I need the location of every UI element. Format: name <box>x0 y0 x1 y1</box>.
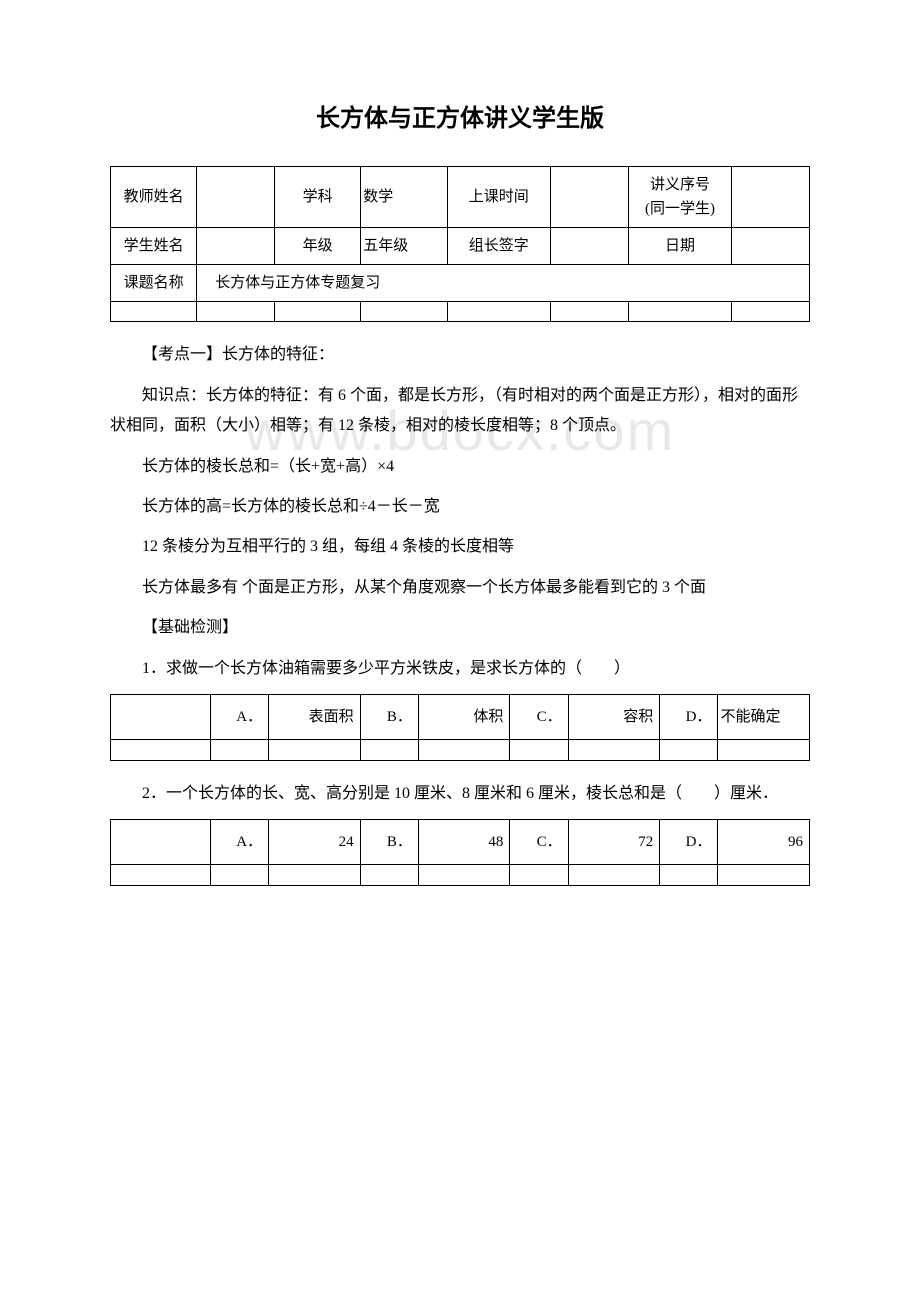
empty-cell <box>269 739 361 760</box>
empty-cell <box>551 302 629 322</box>
empty-cell <box>660 739 718 760</box>
formula-height: 长方体的高=长方体的棱长总和÷4－长－宽 <box>110 492 810 522</box>
option-c-label: C． <box>510 820 568 865</box>
table-row: 课题名称 长方体与正方体专题复习 <box>111 265 810 302</box>
handout-no-label: 讲义序号 (同一学生) <box>628 167 732 228</box>
option-d-value: 96 <box>718 820 810 865</box>
choice-table-2: A． 24 B． 48 C． 72 D． 96 <box>110 819 810 886</box>
empty-cell <box>361 302 447 322</box>
option-c-value: 72 <box>568 820 660 865</box>
option-d-label: D． <box>660 820 718 865</box>
empty-cell <box>274 302 360 322</box>
date-label: 日期 <box>628 228 732 265</box>
section-basic-check: 【基础检测】 <box>110 613 810 643</box>
empty-cell <box>360 739 418 760</box>
topic-name-value: 长方体与正方体专题复习 <box>197 265 810 302</box>
table-row: A． 24 B． 48 C． 72 D． 96 <box>111 820 810 865</box>
grade-value: 五年级 <box>361 228 447 265</box>
teacher-name-label: 教师姓名 <box>111 167 197 228</box>
option-a-label: A． <box>210 820 268 865</box>
table-row-empty <box>111 302 810 322</box>
empty-cell <box>628 302 732 322</box>
date-value <box>732 228 810 265</box>
empty-cell <box>360 865 418 886</box>
subject-label: 学科 <box>274 167 360 228</box>
grade-label: 年级 <box>274 228 360 265</box>
section-heading: 【考点一】长方体的特征： <box>110 340 810 370</box>
empty-cell <box>197 302 275 322</box>
page-title: 长方体与正方体讲义学生版 <box>110 100 810 138</box>
empty-cell <box>447 302 551 322</box>
table-row: A． 表面积 B． 体积 C． 容积 D． 不能确定 <box>111 694 810 739</box>
option-d-value: 不能确定 <box>718 694 810 739</box>
table-row-empty <box>111 739 810 760</box>
face-observation-note: 长方体最多有 个面是正方形，从某个角度观察一个长方体最多能看到它的 3 个面 <box>110 573 810 603</box>
student-name-value <box>197 228 275 265</box>
table-row: 学生姓名 年级 五年级 组长签字 日期 <box>111 228 810 265</box>
empty-cell <box>568 739 660 760</box>
empty-cell <box>418 739 510 760</box>
leader-sign-label: 组长签字 <box>447 228 551 265</box>
empty-cell <box>210 739 268 760</box>
handout-no-value <box>732 167 810 228</box>
empty-cell <box>111 739 211 760</box>
option-c-value: 容积 <box>568 694 660 739</box>
empty-cell <box>111 302 197 322</box>
option-b-label: B． <box>360 694 418 739</box>
leader-sign-value <box>551 228 629 265</box>
option-b-value: 48 <box>418 820 510 865</box>
lesson-info-table: 教师姓名 学科 数学 上课时间 讲义序号 (同一学生) 学生姓名 年级 五年级 … <box>110 166 810 322</box>
question-2: 2．一个长方体的长、宽、高分别是 10 厘米、8 厘米和 6 厘米，棱长总和是（… <box>110 779 810 809</box>
table-row: 教师姓名 学科 数学 上课时间 讲义序号 (同一学生) <box>111 167 810 228</box>
option-b-label: B． <box>360 820 418 865</box>
subject-value: 数学 <box>361 167 447 228</box>
option-a-value: 表面积 <box>269 694 361 739</box>
empty-cell <box>210 865 268 886</box>
teacher-name-value <box>197 167 275 228</box>
empty-cell <box>111 865 211 886</box>
option-a-value: 24 <box>269 820 361 865</box>
filler-cell <box>111 694 211 739</box>
empty-cell <box>718 739 810 760</box>
option-b-value: 体积 <box>418 694 510 739</box>
knowledge-point: 知识点：长方体的特征：有 6 个面，都是长方形，（有时相对的两个面是正方形），相… <box>110 381 810 442</box>
filler-cell <box>111 820 211 865</box>
empty-cell <box>510 865 568 886</box>
empty-cell <box>718 865 810 886</box>
question-1: 1．求做一个长方体油箱需要多少平方米铁皮，是求长方体的（ ） <box>110 654 810 684</box>
empty-cell <box>660 865 718 886</box>
empty-cell <box>269 865 361 886</box>
empty-cell <box>418 865 510 886</box>
empty-cell <box>510 739 568 760</box>
class-time-label: 上课时间 <box>447 167 551 228</box>
empty-cell <box>568 865 660 886</box>
empty-cell <box>732 302 810 322</box>
choice-table-1: A． 表面积 B． 体积 C． 容积 D． 不能确定 <box>110 694 810 761</box>
student-name-label: 学生姓名 <box>111 228 197 265</box>
option-d-label: D． <box>660 694 718 739</box>
formula-edge-sum: 长方体的棱长总和=（长+宽+高）×4 <box>110 452 810 482</box>
option-c-label: C． <box>510 694 568 739</box>
class-time-value <box>551 167 629 228</box>
table-row-empty <box>111 865 810 886</box>
edge-group-note: 12 条棱分为互相平行的 3 组，每组 4 条棱的长度相等 <box>110 532 810 562</box>
option-a-label: A． <box>210 694 268 739</box>
topic-name-label: 课题名称 <box>111 265 197 302</box>
